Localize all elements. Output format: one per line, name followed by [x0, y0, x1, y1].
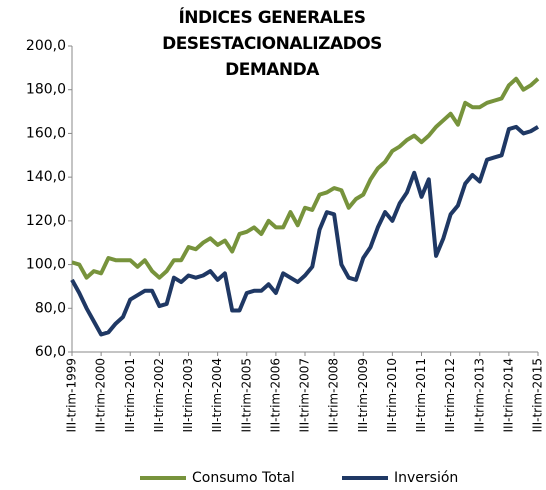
- x-tick-label: III-trim-2011: [414, 358, 428, 432]
- x-tick-label: III-trim-2003: [181, 358, 195, 432]
- chart-title: ÍNDICES GENERALES: [178, 6, 365, 28]
- x-tick-label: III-trim-2002: [152, 358, 166, 432]
- x-tick-label: III-trim-2014: [501, 358, 515, 432]
- y-tick-label: 200,0: [26, 38, 66, 54]
- x-tick-label: III-trim-2001: [123, 358, 137, 432]
- x-tick-label: III-trim-2012: [443, 358, 457, 432]
- x-tick-label: III-trim-2005: [239, 358, 253, 432]
- x-tick-label: III-trim-1999: [65, 358, 79, 432]
- chart-title: DEMANDA: [225, 60, 320, 80]
- x-tick-label: III-trim-2007: [298, 358, 312, 432]
- x-tick-label: III-trim-2004: [210, 358, 224, 432]
- legend-label: Inversión: [394, 470, 458, 486]
- y-tick-label: 60,0: [35, 344, 66, 360]
- y-tick-label: 100,0: [26, 257, 66, 273]
- x-tick-label: III-trim-2015: [531, 358, 545, 432]
- x-tick-label: III-trim-2006: [268, 358, 282, 432]
- y-tick-label: 80,0: [35, 300, 66, 316]
- y-tick-label: 140,0: [26, 169, 66, 185]
- chart-title: DESESTACIONALIZADOS: [162, 34, 382, 54]
- legend-label: Consumo Total: [192, 470, 295, 486]
- series-line: [71, 76, 540, 280]
- y-tick-label: 120,0: [26, 213, 66, 229]
- x-tick-label: III-trim-2010: [385, 358, 399, 432]
- y-tick-label: 180,0: [26, 82, 66, 98]
- x-tick-label: III-trim-2009: [356, 358, 370, 432]
- y-tick-label: 160,0: [26, 125, 66, 141]
- series-line: [70, 124, 540, 337]
- x-tick-label: III-trim-2000: [94, 358, 108, 432]
- x-tick-label: III-trim-2013: [472, 358, 486, 432]
- x-tick-label: III-trim-2008: [327, 358, 341, 432]
